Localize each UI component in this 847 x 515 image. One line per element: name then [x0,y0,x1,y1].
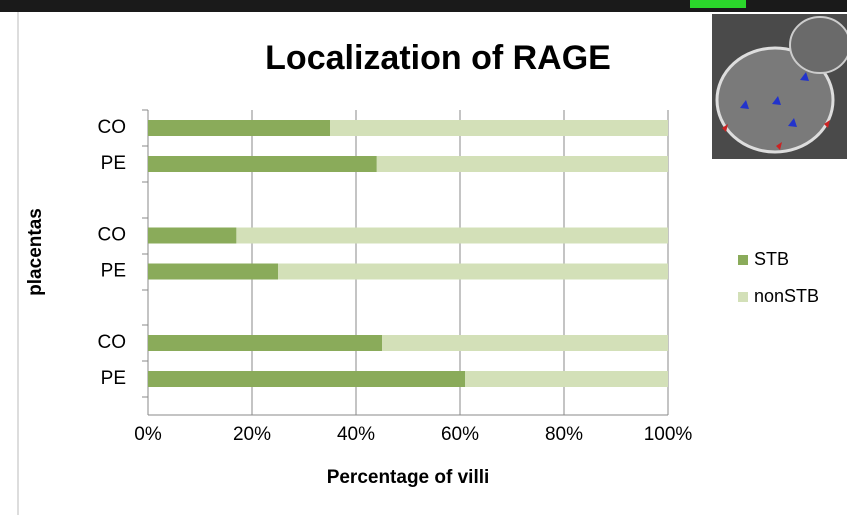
x-tick-label: 80% [545,424,583,445]
y-tick-label: PE [101,153,126,174]
y-axis-title: placentas [25,208,46,296]
legend-label: STB [754,249,789,269]
bar-segment [382,335,668,351]
bar-segment [377,156,668,172]
bar-segment [236,228,668,244]
y-tick-label: CO [98,332,127,353]
x-tick-label: 40% [337,424,375,445]
legend-label: nonSTB [754,286,819,306]
chart: Localization of RAGE Percentage of villi… [0,0,847,515]
y-tick-label: PE [101,261,126,282]
bar-segment [148,228,236,244]
left-margin [0,12,18,515]
bar-segment [148,371,465,387]
x-tick-label: 20% [233,424,271,445]
bar-segment [465,371,668,387]
bar-segment [148,335,382,351]
x-tick-label: 0% [134,424,162,445]
page: Localization of RAGE Percentage of villi… [0,0,847,515]
legend-swatch [738,292,748,302]
bar-segment [278,264,668,280]
bar-segment [148,156,377,172]
inset-image [712,14,847,159]
bar-segment [148,264,278,280]
x-tick-label: 60% [441,424,479,445]
bar-segment [330,120,668,136]
bar-segment [148,120,330,136]
y-tick-label: CO [98,117,127,138]
legend-swatch [738,255,748,265]
y-tick-label: CO [98,225,127,246]
x-axis-title: Percentage of villi [327,467,490,488]
x-tick-label: 100% [644,424,693,445]
y-tick-label: PE [101,368,126,389]
top-strip-highlight [690,0,746,8]
chart-title: Localization of RAGE [265,39,611,77]
